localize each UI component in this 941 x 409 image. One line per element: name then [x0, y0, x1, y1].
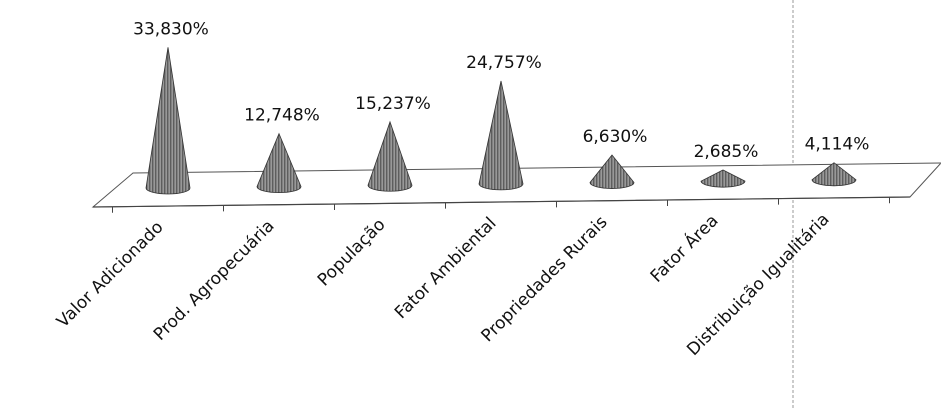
x-axis-ticks [112, 197, 890, 213]
category-label-3: Fator Ambiental [391, 213, 500, 322]
cone-body [700, 169, 746, 188]
cone-4 [589, 154, 635, 189]
data-label-0: 33,830% [133, 19, 209, 39]
category-label-5: Fator Área [645, 209, 722, 286]
data-label-3: 24,757% [466, 53, 542, 73]
cone-body [589, 154, 635, 189]
cone-0 [145, 47, 191, 195]
category-label-0: Valor Adicionado [53, 217, 168, 332]
cone-5 [700, 169, 746, 188]
data-label-2: 15,237% [355, 94, 431, 114]
cone-body [367, 120, 413, 192]
cone-body [145, 47, 191, 195]
cone-6 [811, 162, 857, 187]
category-label-4: Propriedades Rurais [478, 212, 612, 346]
cone-body [256, 132, 302, 194]
data-label-5: 2,685% [694, 142, 759, 162]
data-labels: 33,830% 12,748% 15,237% 24,757% 6,630% 2,685%… [133, 19, 869, 162]
data-label-6: 4,114% [805, 135, 870, 155]
category-label-2: População [314, 215, 390, 291]
cone-body [478, 80, 524, 191]
cone-body [811, 162, 857, 187]
category-label-1: Prod. Agropecuária [150, 216, 279, 345]
cone-series [145, 47, 857, 195]
cone-1 [256, 132, 302, 194]
cone-3 [478, 80, 524, 191]
cone-2 [367, 120, 413, 192]
x-axis-line [92, 196, 911, 208]
data-label-1: 12,748% [244, 106, 320, 126]
data-label-4: 6,630% [583, 127, 648, 147]
